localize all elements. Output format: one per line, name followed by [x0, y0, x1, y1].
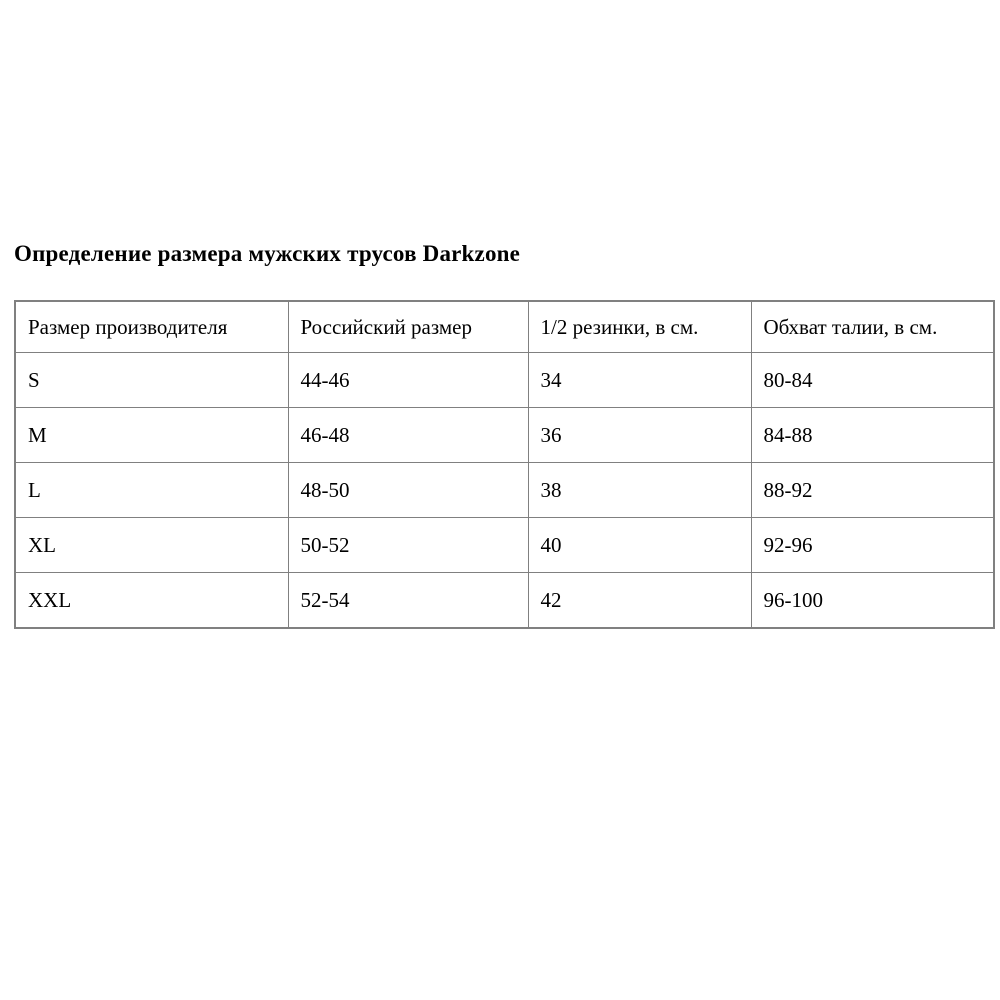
size-table: Размер производителя Российский размер 1… — [14, 300, 995, 629]
cell-half-elastic: 42 — [527, 572, 752, 629]
cell-waist: 84-88 — [750, 407, 995, 463]
cell-waist: 88-92 — [750, 462, 995, 518]
cell-half-elastic: 36 — [527, 407, 752, 463]
table-row: XXL 52-54 42 96-100 — [14, 572, 995, 629]
cell-half-elastic: 34 — [527, 352, 752, 408]
cell-manufacturer-size: XL — [14, 517, 289, 573]
col-header-waist: Обхват талии, в см. — [750, 300, 995, 353]
cell-waist: 96-100 — [750, 572, 995, 629]
col-header-half-elastic: 1/2 резинки, в см. — [527, 300, 752, 353]
cell-half-elastic: 38 — [527, 462, 752, 518]
cell-russian-size: 44-46 — [287, 352, 529, 408]
cell-russian-size: 48-50 — [287, 462, 529, 518]
cell-russian-size: 46-48 — [287, 407, 529, 463]
page-title: Определение размера мужских трусов Darkz… — [14, 241, 521, 266]
table-row: L 48-50 38 88-92 — [14, 462, 995, 518]
table-row: XL 50-52 40 92-96 — [14, 517, 995, 573]
cell-russian-size: 50-52 — [287, 517, 529, 573]
cell-manufacturer-size: XXL — [14, 572, 289, 629]
table-header-row: Размер производителя Российский размер 1… — [14, 300, 995, 353]
cell-waist: 80-84 — [750, 352, 995, 408]
cell-manufacturer-size: M — [14, 407, 289, 463]
table-row: M 46-48 36 84-88 — [14, 407, 995, 463]
col-header-russian-size: Российский размер — [287, 300, 529, 353]
cell-manufacturer-size: S — [14, 352, 289, 408]
cell-manufacturer-size: L — [14, 462, 289, 518]
col-header-manufacturer-size: Размер производителя — [14, 300, 289, 353]
cell-russian-size: 52-54 — [287, 572, 529, 629]
table-row: S 44-46 34 80-84 — [14, 352, 995, 408]
cell-half-elastic: 40 — [527, 517, 752, 573]
cell-waist: 92-96 — [750, 517, 995, 573]
